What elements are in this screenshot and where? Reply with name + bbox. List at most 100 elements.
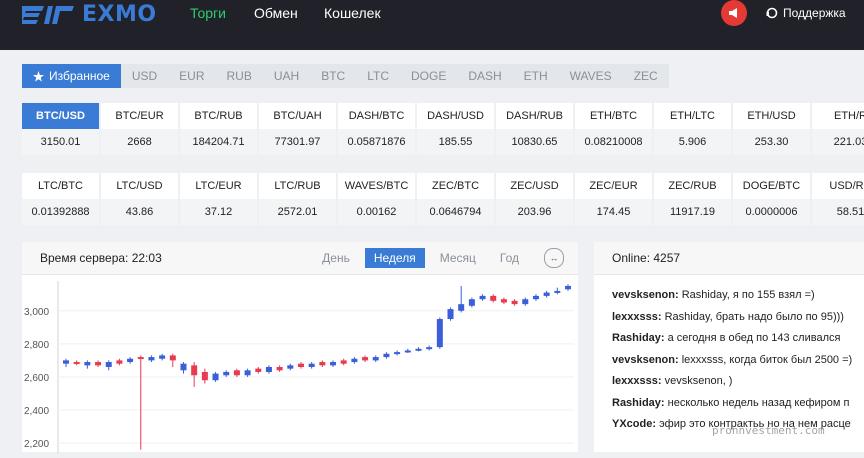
- tab-waves[interactable]: WAVES: [569, 69, 612, 83]
- candle-body: [479, 295, 486, 300]
- candle-body: [308, 363, 315, 367]
- pair-name[interactable]: BTC/EUR: [101, 103, 178, 129]
- pair-name[interactable]: DASH/USD: [417, 103, 494, 129]
- nav-wallet[interactable]: Кошелек: [324, 5, 381, 21]
- pair-name[interactable]: ETH/USD: [733, 103, 810, 129]
- pair-price: 11917.19: [654, 199, 731, 225]
- pair-name[interactable]: LTC/BTC: [22, 173, 99, 199]
- candle-body: [565, 285, 571, 290]
- nav-exchange[interactable]: Обмен: [254, 5, 298, 21]
- pair-name[interactable]: ZEC/RUB: [654, 173, 731, 199]
- candle-body: [554, 290, 561, 293]
- logo-text: EXMO: [82, 1, 157, 27]
- candle-body: [297, 363, 304, 367]
- y-tick-label: 3,000: [24, 307, 49, 318]
- candle-body: [255, 368, 262, 372]
- tab-favorites[interactable]: Избранное: [22, 64, 121, 88]
- support-link[interactable]: Поддержка: [766, 6, 846, 20]
- tab-dash[interactable]: DASH: [468, 69, 502, 83]
- pair-name[interactable]: WAVES/BTC: [338, 173, 415, 199]
- pair-name[interactable]: DASH/BTC: [338, 103, 415, 129]
- pairs-row-1: BTC/USD BTC/EUR BTC/RUB BTC/UAH DASH/BTC…: [22, 103, 864, 155]
- candle-body: [116, 360, 123, 364]
- pair-name[interactable]: DASH/RUB: [496, 103, 573, 129]
- chat-username[interactable]: Rashiday:: [612, 332, 665, 344]
- tab-rub[interactable]: RUB: [226, 69, 252, 83]
- pair-price: 174.45: [575, 199, 652, 225]
- tab-doge[interactable]: DOGE: [410, 69, 447, 83]
- candle-body: [201, 371, 208, 381]
- chat-username[interactable]: lexxxsss:: [612, 310, 662, 323]
- pair-name[interactable]: USD/RU: [812, 173, 864, 199]
- candle-body: [265, 367, 272, 372]
- candle-body: [137, 357, 144, 360]
- tab-eur[interactable]: EUR: [179, 69, 205, 83]
- pair-price: 0.08210008: [575, 129, 652, 155]
- pair-name[interactable]: LTC/USD: [101, 173, 178, 199]
- pair-name[interactable]: ETH/BTC: [575, 103, 652, 129]
- chat-message-list: vevsksenon: Rashiday, я по 155 взял =) l…: [594, 275, 864, 436]
- candle-body: [330, 362, 337, 366]
- pair-name[interactable]: ZEC/BTC: [417, 173, 494, 199]
- candle-body: [148, 357, 155, 361]
- pair-name[interactable]: ZEC/EUR: [575, 173, 652, 199]
- pair-price: 253.30: [733, 129, 810, 155]
- candle-body: [404, 350, 411, 353]
- nav-trading[interactable]: Торги: [190, 5, 226, 21]
- chart-header: Время сервера: 22:03 День Неделя Месяц Г…: [22, 242, 578, 275]
- candle-body: [244, 370, 251, 376]
- tab-eth[interactable]: ETH: [523, 69, 548, 83]
- pair-name[interactable]: LTC/EUR: [180, 173, 257, 199]
- pair-name[interactable]: BTC/USD: [22, 103, 99, 129]
- pair-name[interactable]: LTC/RUB: [259, 173, 336, 199]
- candle-body: [351, 358, 358, 363]
- chat-username[interactable]: Rashiday:: [612, 396, 665, 409]
- candle-body: [95, 362, 102, 366]
- pair-price: 77301.97: [259, 129, 336, 155]
- period-week[interactable]: Неделя: [364, 248, 425, 268]
- candle-body: [500, 299, 507, 303]
- chat-username[interactable]: YXcode:: [612, 418, 657, 430]
- candle-body: [84, 362, 91, 366]
- candle-body: [180, 363, 187, 371]
- period-year[interactable]: Год: [499, 251, 519, 265]
- top-navigation-bar: EXMO Торги Обмен Кошелек Поддержка: [0, 0, 864, 50]
- megaphone-icon: [729, 8, 737, 18]
- chat-text: lexxxsss, когда биток был 2500 =): [678, 353, 853, 366]
- period-month[interactable]: Месяц: [439, 251, 476, 265]
- notification-button[interactable]: [721, 0, 747, 26]
- support-label: Поддержка: [783, 6, 846, 20]
- chat-message: vevsksenon: Rashiday, я по 155 взял =): [612, 285, 864, 307]
- chat-username[interactable]: vevsksenon:: [612, 353, 679, 366]
- chat-username[interactable]: vevsksenon:: [612, 289, 679, 301]
- candle-body: [490, 295, 497, 301]
- candle-body: [191, 365, 198, 376]
- pair-name[interactable]: BTC/UAH: [259, 103, 336, 129]
- exmo-logo[interactable]: EXMO: [22, 1, 157, 27]
- pair-price: 0.00162: [338, 199, 415, 225]
- tab-usd[interactable]: USD: [131, 69, 158, 83]
- server-time: Время сервера: 22:03: [40, 251, 162, 265]
- tab-uah[interactable]: UAH: [273, 69, 300, 83]
- pair-name[interactable]: DOGE/BTC: [733, 173, 810, 199]
- pair-price: 203.96: [496, 199, 573, 225]
- tab-btc[interactable]: BTC: [321, 69, 346, 83]
- candle-body: [394, 352, 401, 355]
- pair-name[interactable]: ZEC/USD: [496, 173, 573, 199]
- period-day[interactable]: День: [322, 251, 350, 265]
- pair-name[interactable]: ETH/LTC: [654, 103, 731, 129]
- chat-username[interactable]: lexxxsss:: [612, 375, 662, 387]
- pair-price: 5.906: [654, 129, 731, 155]
- tab-zec[interactable]: ZEC: [633, 69, 658, 83]
- tab-ltc[interactable]: LTC: [367, 69, 389, 83]
- chat-online-count: Online: 4257: [594, 242, 864, 275]
- exmo-logo-icon: [22, 6, 74, 24]
- expand-icon[interactable]: ↔: [544, 248, 564, 268]
- chat-message: lexxxsss: vevsksenon, ): [612, 371, 864, 393]
- candle-body: [543, 292, 550, 296]
- pair-price: 0.0646794: [417, 199, 494, 225]
- pair-name[interactable]: BTC/RUB: [180, 103, 257, 129]
- pair-name[interactable]: ETH/R: [812, 103, 864, 129]
- chat-message: vevsksenon: lexxxsss, когда биток был 25…: [612, 350, 864, 372]
- y-tick-label: 2,600: [24, 373, 49, 384]
